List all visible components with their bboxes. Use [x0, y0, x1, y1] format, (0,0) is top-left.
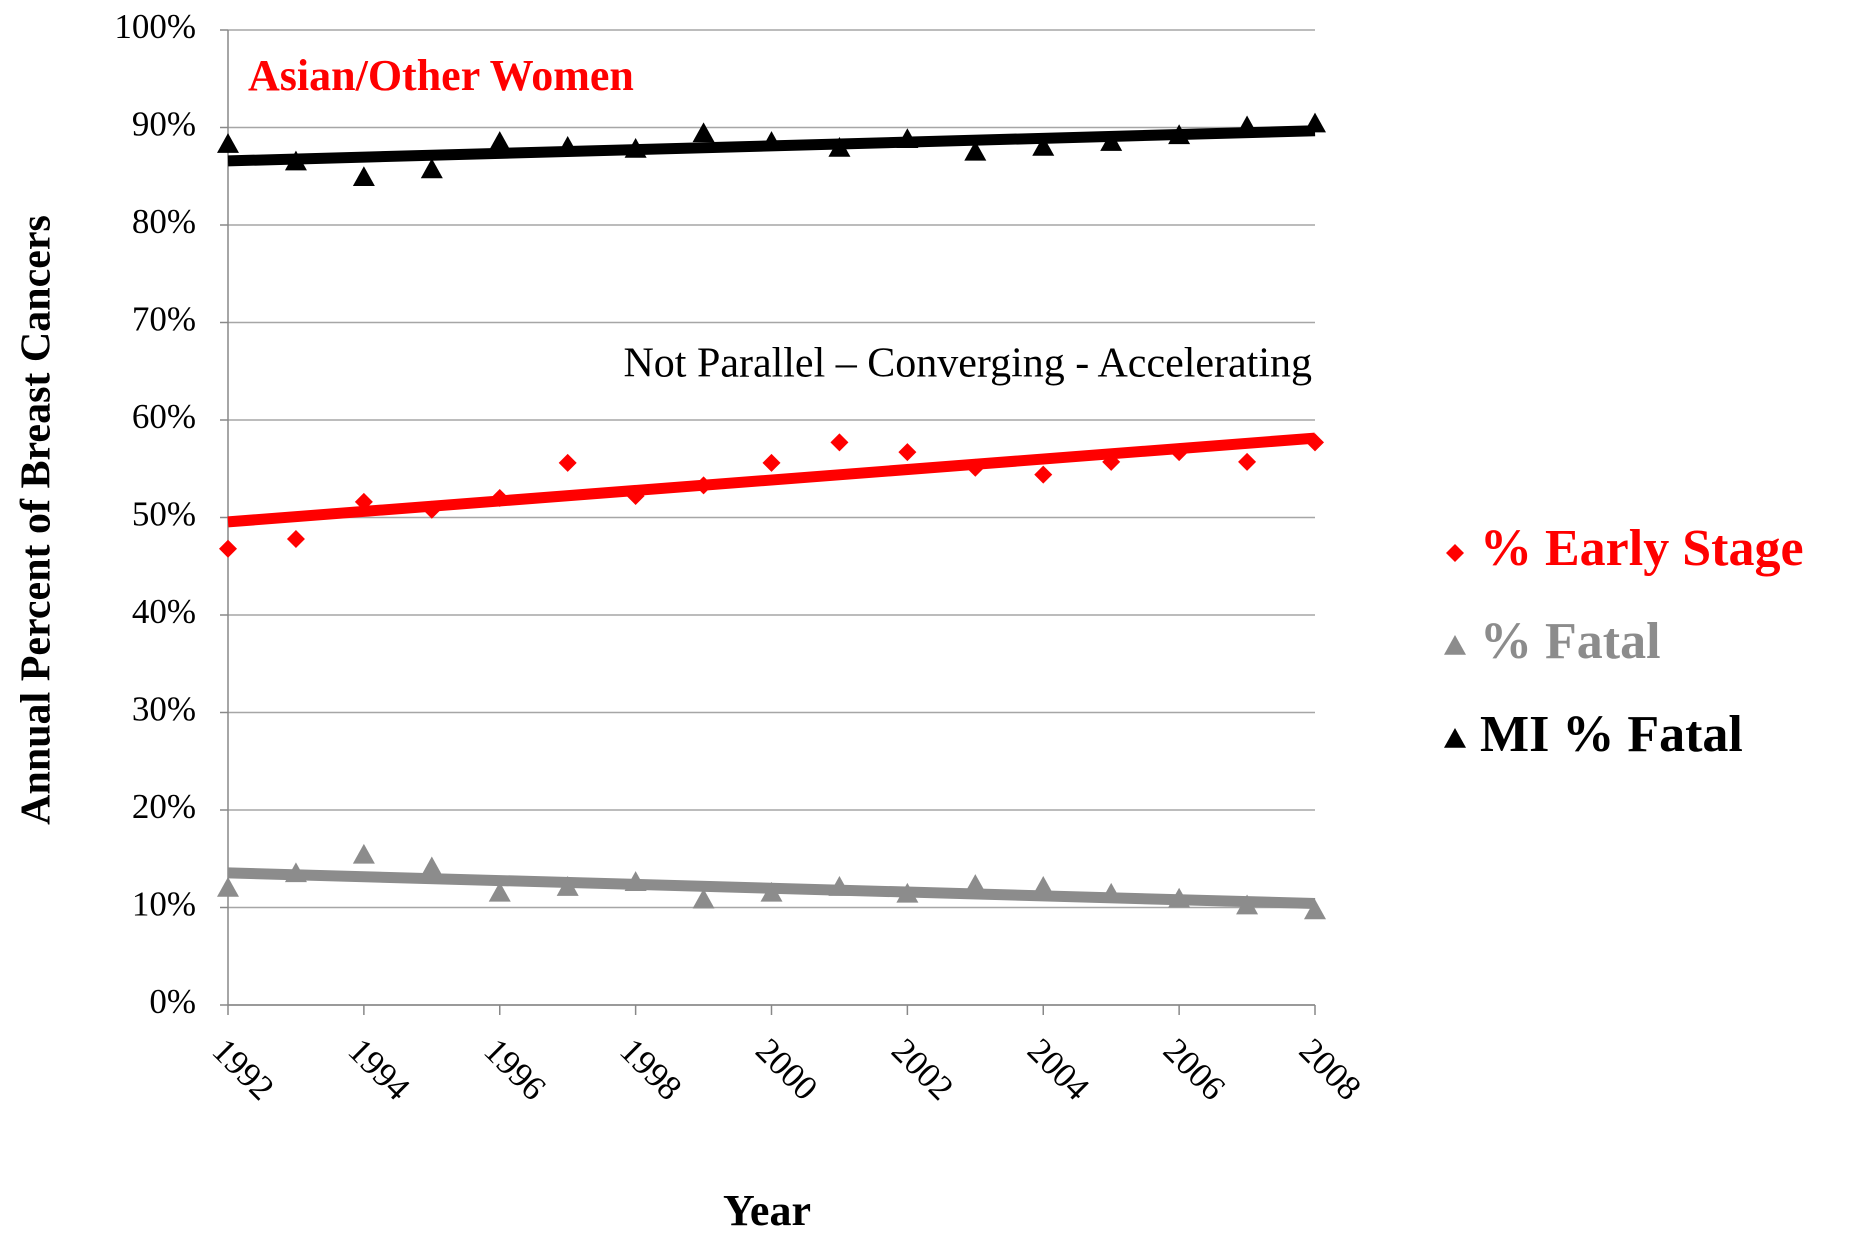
data-point: [1238, 452, 1257, 471]
data-point: [420, 158, 443, 179]
x-tick-label: 2002: [884, 1031, 961, 1108]
data-point: [1100, 882, 1123, 903]
data-point: [556, 136, 579, 156]
y-tick-label: 100%: [114, 7, 196, 46]
data-point: [1306, 433, 1324, 452]
y-tick-label: 50%: [132, 495, 196, 534]
data-point: [422, 500, 441, 519]
y-tick-label: 60%: [132, 397, 196, 436]
data-point: [1236, 894, 1259, 915]
x-tick-label: 1996: [476, 1031, 553, 1108]
data-point: [964, 140, 987, 161]
data-point: [964, 874, 987, 894]
y-tick-label: 10%: [132, 885, 196, 924]
x-tick-label: 2000: [748, 1031, 825, 1108]
data-point: [1168, 124, 1191, 145]
data-point: [762, 453, 781, 472]
data-point: [217, 877, 239, 897]
x-tick-label: 2004: [1020, 1031, 1097, 1108]
data-point: [1034, 465, 1053, 484]
chart-annotation: Not Parallel – Converging - Accelerating: [623, 341, 1312, 387]
data-point: [896, 882, 919, 903]
data-point: [488, 881, 511, 902]
y-tick-label: 0%: [149, 982, 196, 1021]
data-point: [966, 458, 985, 477]
y-tick-label: 80%: [132, 202, 196, 241]
data-point: [1032, 136, 1055, 156]
data-point: [692, 888, 715, 909]
data-point: [694, 476, 713, 495]
chart-annotation: Asian/Other Women: [248, 51, 634, 100]
x-tick-label: 1992: [205, 1031, 282, 1108]
data-point: [624, 871, 647, 891]
data-point: [626, 487, 645, 506]
legend-marker: [1444, 635, 1466, 655]
data-point: [420, 856, 443, 877]
data-point: [1304, 112, 1326, 133]
y-tick-label: 40%: [132, 592, 196, 631]
data-point: [1168, 887, 1191, 908]
data-point: [217, 133, 239, 153]
data-point: [1102, 452, 1121, 471]
x-tick-label: 1998: [612, 1031, 689, 1108]
y-tick-label: 20%: [132, 787, 196, 826]
data-point: [284, 862, 307, 883]
legend-marker: [1444, 728, 1466, 748]
legend-label: % Early Stage: [1480, 520, 1804, 577]
data-point: [490, 489, 509, 507]
data-point: [488, 131, 511, 151]
data-point: [352, 166, 375, 187]
data-point: [558, 453, 577, 472]
trend-line: [227, 432, 1316, 528]
y-tick-label: 90%: [132, 105, 196, 144]
data-point: [354, 492, 373, 511]
data-point: [692, 122, 715, 143]
data-point: [830, 433, 849, 452]
x-tick-label: 2006: [1156, 1031, 1233, 1108]
data-point: [1100, 131, 1123, 151]
y-tick-label: 70%: [132, 300, 196, 339]
x-tick-label: 2008: [1292, 1031, 1369, 1108]
data-point: [760, 131, 783, 151]
data-point: [284, 150, 307, 171]
data-point: [1170, 443, 1189, 462]
data-point: [556, 876, 579, 896]
data-point: [896, 128, 919, 148]
data-point: [219, 539, 237, 558]
x-tick-label: 1994: [341, 1031, 418, 1108]
data-point: [352, 843, 375, 864]
legend-label: % Fatal: [1480, 613, 1661, 670]
data-point: [1032, 876, 1055, 896]
data-point: [286, 529, 305, 548]
data-point: [828, 876, 851, 896]
x-axis-label: Year: [723, 1186, 811, 1235]
data-point: [760, 881, 783, 902]
data-point: [828, 136, 851, 157]
legend-marker: [1446, 544, 1464, 562]
legend-label: MI % Fatal: [1480, 706, 1743, 763]
data-point: [898, 443, 917, 462]
data-point: [624, 137, 647, 158]
y-tick-label: 30%: [132, 690, 196, 729]
y-axis-label: Annual Percent of Breast Cancers: [14, 215, 60, 825]
data-point: [1304, 899, 1326, 920]
data-point: [1236, 115, 1259, 136]
